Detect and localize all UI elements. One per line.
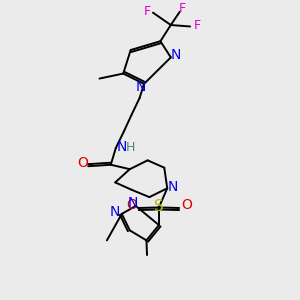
Text: O: O: [126, 198, 137, 212]
Text: F: F: [178, 2, 186, 15]
Text: N: N: [136, 80, 146, 94]
Text: O: O: [181, 198, 192, 212]
Text: N: N: [167, 180, 178, 194]
Text: N: N: [128, 196, 138, 210]
Text: S: S: [154, 199, 164, 214]
Text: N: N: [171, 48, 181, 62]
Text: N: N: [117, 140, 127, 154]
Text: F: F: [194, 20, 201, 32]
Text: H: H: [125, 141, 135, 154]
Text: F: F: [144, 5, 151, 18]
Text: N: N: [109, 206, 119, 219]
Text: O: O: [77, 156, 88, 170]
